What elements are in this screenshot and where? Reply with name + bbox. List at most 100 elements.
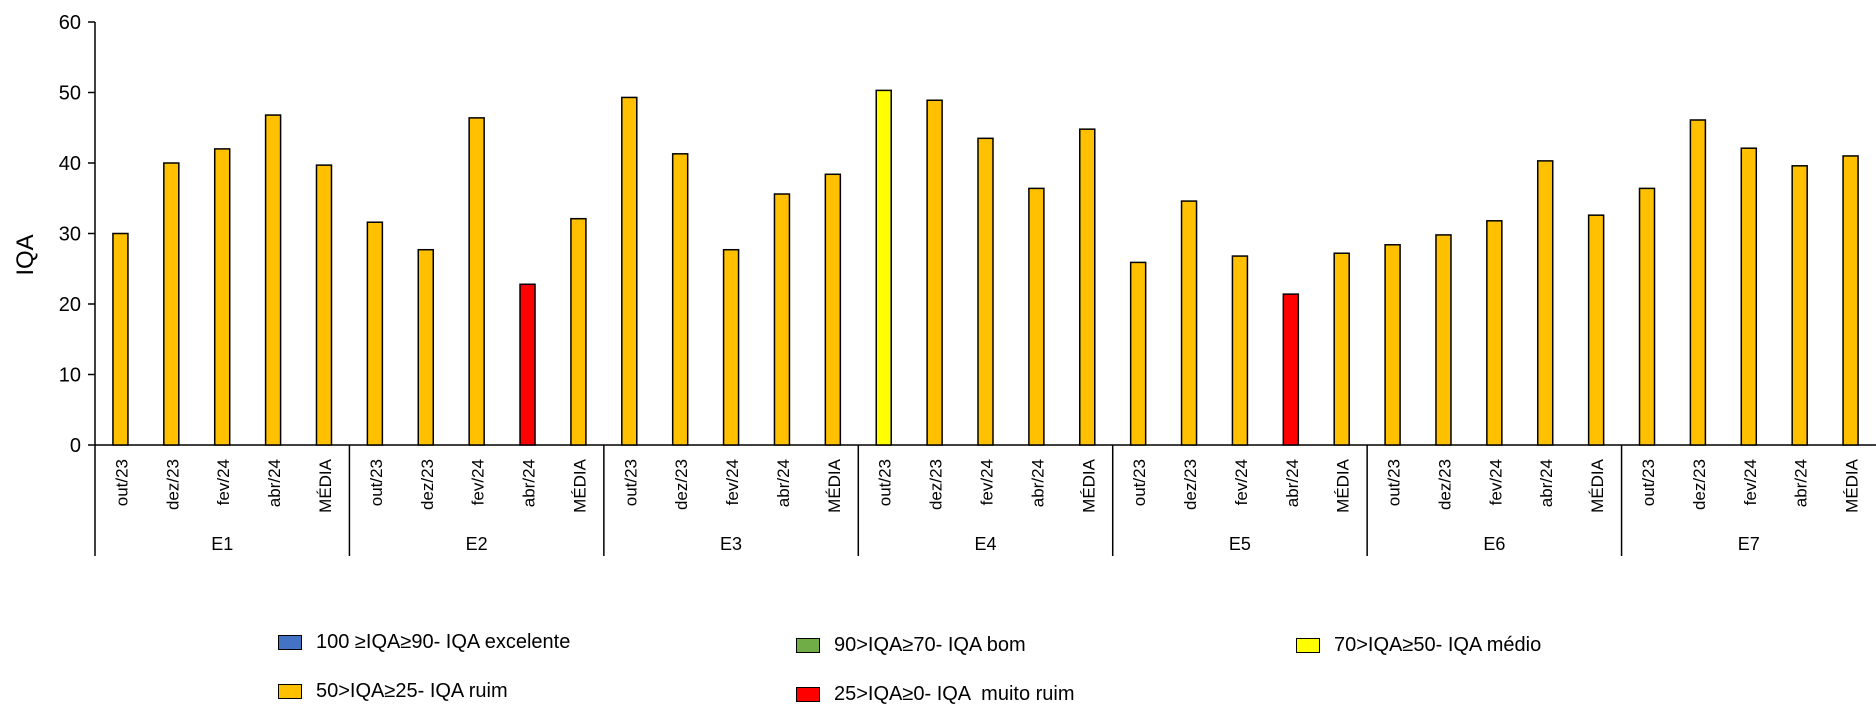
y-tick-label: 10 [59, 365, 81, 387]
group-label: E5 [1229, 534, 1251, 554]
bar [1638, 187, 1656, 446]
y-tick-label: 20 [59, 294, 81, 316]
bar [1079, 128, 1096, 446]
bar [417, 248, 435, 446]
group-label: E3 [720, 534, 742, 554]
x-tick-label: MÉDIA [1588, 458, 1607, 513]
y-tick-label: 30 [59, 224, 81, 246]
bar [926, 99, 943, 446]
x-tick-label: abr/24 [1028, 459, 1047, 507]
bar [1028, 187, 1045, 446]
legend-label-muito-ruim: 25>IQA≥0- IQA muito ruim [834, 683, 1075, 705]
bar [1486, 220, 1503, 446]
legend-swatch-ruim [278, 684, 302, 699]
legend-swatch-medio [1296, 638, 1320, 653]
bar [1231, 255, 1249, 446]
bar [773, 193, 791, 446]
x-tick-label: abr/24 [1283, 459, 1302, 507]
x-tick-label: fev/24 [978, 459, 997, 505]
x-tick-label: fev/24 [723, 459, 742, 505]
x-tick-label: MÉDIA [1079, 458, 1098, 513]
legend-label-bom: 90>IQA≥70- IQA bom [834, 634, 1026, 656]
bar [519, 283, 536, 446]
bar [1129, 261, 1147, 446]
x-tick-label: dez/23 [1690, 459, 1709, 510]
legend-item-bom: 90>IQA≥70- IQA bom [796, 634, 1026, 657]
bar [366, 221, 384, 446]
bar [1842, 155, 1859, 446]
legend-swatch-muito-ruim [796, 687, 820, 702]
bar [977, 137, 994, 446]
bar [1689, 119, 1707, 446]
bar [1587, 214, 1605, 446]
legend-swatch-excelente [278, 635, 302, 650]
legend-label-medio: 70>IQA≥50- IQA médio [1334, 634, 1542, 656]
x-tick-label: dez/23 [672, 459, 691, 510]
y-axis-label: IQA [12, 234, 39, 275]
x-tick-label: fev/24 [469, 459, 488, 505]
x-tick-label: out/23 [1385, 459, 1404, 506]
bar [1740, 147, 1758, 446]
bar [1384, 244, 1401, 446]
bar [1180, 200, 1198, 446]
x-tick-label: out/23 [1130, 459, 1149, 506]
group-label: E4 [974, 534, 996, 554]
bar [1282, 293, 1300, 446]
x-tick-label: out/23 [1639, 459, 1658, 506]
group-label: E2 [466, 534, 488, 554]
bar [315, 164, 333, 446]
bar [1435, 234, 1452, 446]
x-tick-label: MÉDIA [825, 458, 844, 513]
bar [621, 96, 638, 446]
x-tick-label: MÉDIA [570, 458, 589, 513]
legend-item-medio: 70>IQA≥50- IQA médio [1296, 634, 1541, 657]
bar [1333, 252, 1350, 446]
bar [163, 162, 180, 446]
group-label: E7 [1738, 534, 1760, 554]
x-tick-label: abr/24 [774, 459, 793, 507]
legend-item-muito-ruim: 25>IQA≥0- IQA muito ruim [796, 683, 1075, 706]
legend-swatch-bom [796, 638, 820, 653]
x-tick-label: fev/24 [1486, 459, 1505, 505]
bar [213, 148, 231, 446]
x-tick-label: out/23 [367, 459, 386, 506]
x-tick-label: fev/24 [1741, 459, 1760, 505]
bar [824, 173, 842, 446]
x-tick-label: dez/23 [927, 459, 946, 510]
bar [570, 217, 587, 446]
x-tick-label: MÉDIA [1843, 458, 1862, 513]
x-tick-label: dez/23 [418, 459, 437, 510]
bar [112, 232, 129, 446]
x-tick-label: dez/23 [163, 459, 182, 510]
x-tick-label: dez/23 [1181, 459, 1200, 510]
x-tick-label: out/23 [876, 459, 895, 506]
x-tick-label: fev/24 [214, 459, 233, 505]
group-label: E6 [1483, 534, 1505, 554]
bar [264, 114, 282, 446]
legend-label-ruim: 50>IQA≥25- IQA ruim [316, 680, 508, 702]
y-tick-label: 40 [59, 153, 81, 175]
x-tick-label: MÉDIA [316, 458, 335, 513]
x-tick-label: abr/24 [1792, 459, 1811, 507]
group-label: E1 [211, 534, 233, 554]
bar [468, 117, 485, 446]
y-tick-label: 60 [59, 12, 81, 34]
legend-item-ruim: 50>IQA≥25- IQA ruim [278, 680, 508, 703]
x-tick-label: dez/23 [1435, 459, 1454, 510]
legend-label-excelente: 100 ≥IQA≥90- IQA excelente [316, 631, 571, 653]
x-tick-label: abr/24 [520, 459, 539, 507]
x-tick-label: out/23 [112, 459, 131, 506]
y-tick-label: 50 [59, 83, 81, 105]
bar [875, 89, 892, 446]
x-tick-label: out/23 [621, 459, 640, 506]
x-tick-label: MÉDIA [1334, 458, 1353, 513]
x-tick-label: abr/24 [1537, 459, 1556, 507]
x-tick-label: abr/24 [265, 459, 284, 507]
bar [722, 248, 740, 446]
legend-item-excelente: 100 ≥IQA≥90- IQA excelente [278, 631, 570, 654]
x-tick-label: fev/24 [1232, 459, 1251, 505]
y-tick-label: 0 [70, 435, 81, 457]
bar [1791, 165, 1808, 446]
bar [671, 153, 689, 446]
